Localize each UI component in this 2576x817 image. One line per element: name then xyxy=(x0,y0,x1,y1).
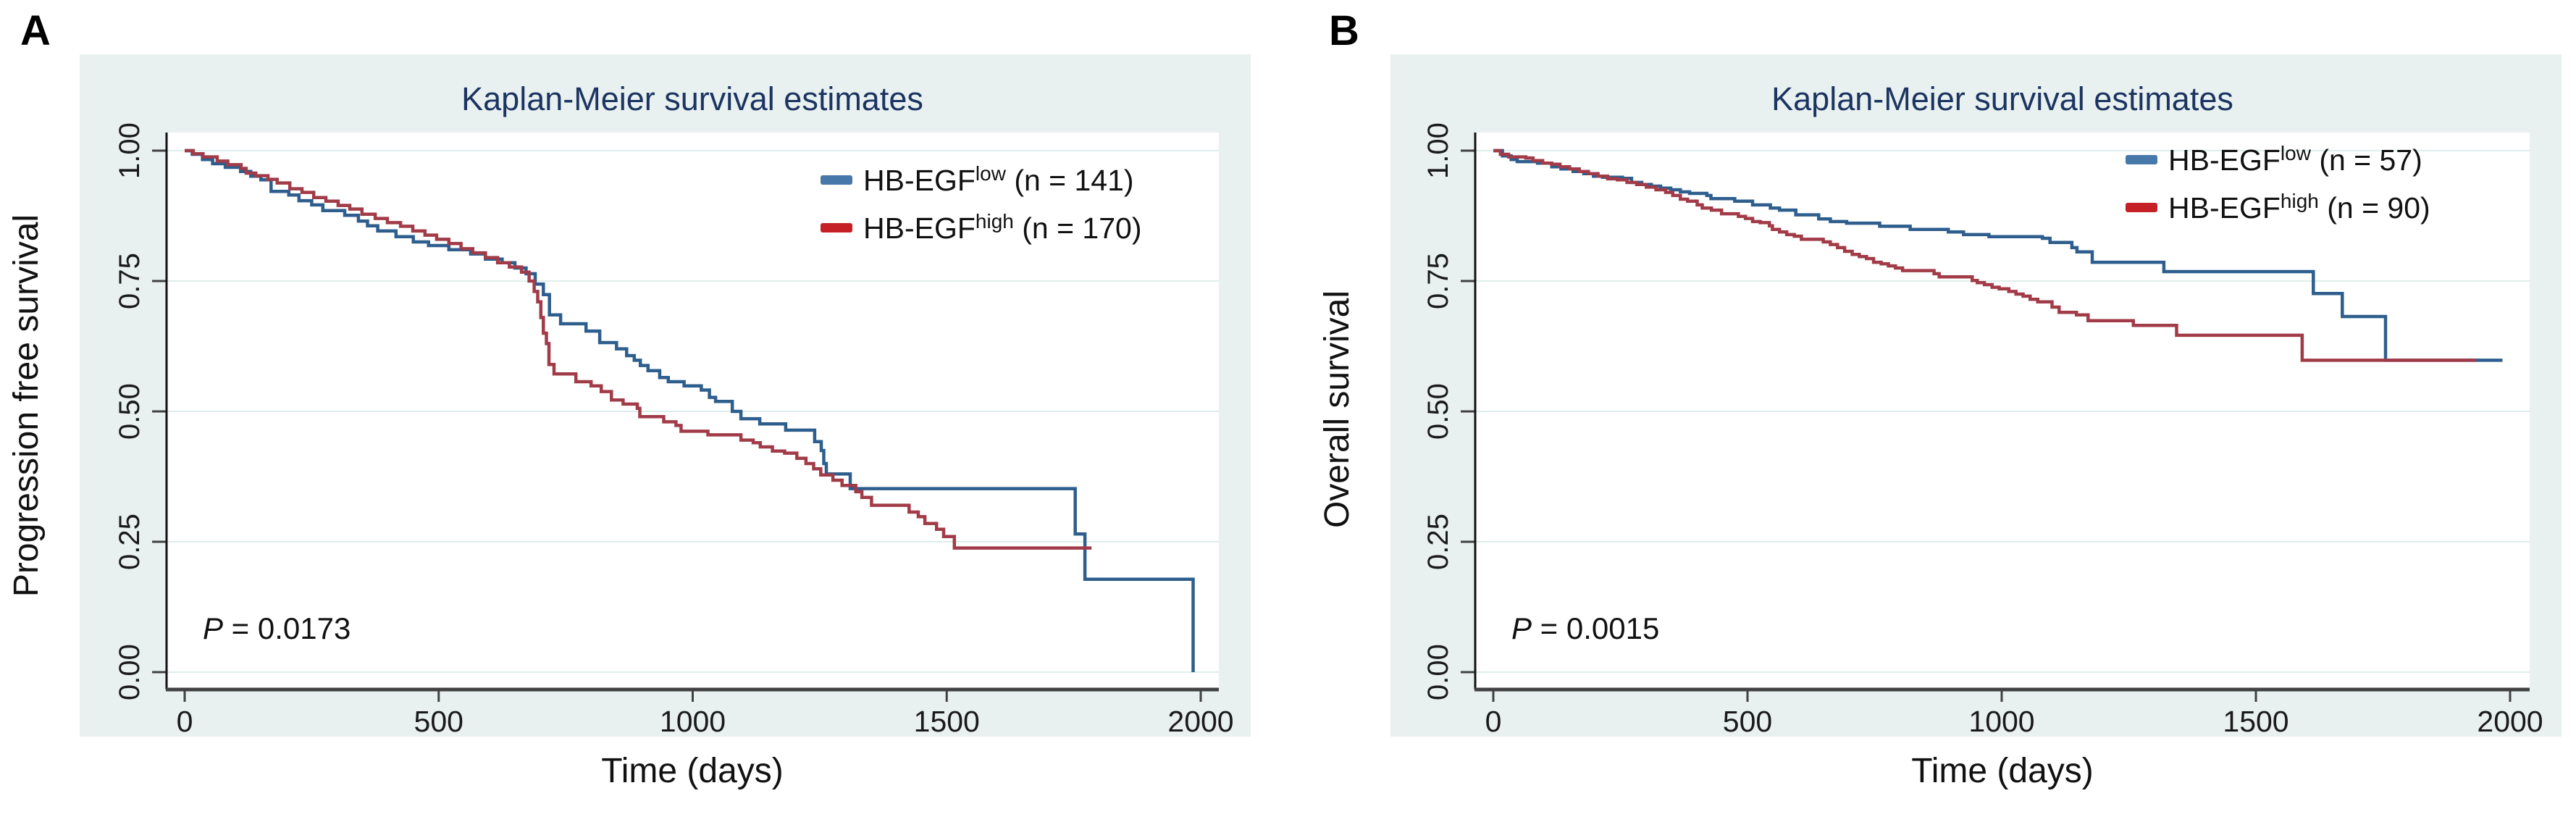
legend-count: (n = 90) xyxy=(2319,191,2430,225)
legend-label-high: HB-EGFhigh (n = 170) xyxy=(863,210,1141,245)
y-tick-label: 0.25 xyxy=(114,514,146,570)
x-tick-label: 500 xyxy=(414,705,463,738)
y-axis-title: Overall survival xyxy=(1318,290,1356,528)
x-tick-label: 500 xyxy=(1723,705,1772,738)
legend-sup: low xyxy=(2281,142,2312,164)
panel-a-chart: 0.00 0.25 0.50 0.75 1.00 0 500 1000 1500 2000 A K… xyxy=(7,7,1251,790)
x-tick-label: 2000 xyxy=(1167,705,1233,738)
p-symbol: P xyxy=(203,611,223,645)
y-tick-label: 0.00 xyxy=(114,644,146,700)
panel-b-chart: 0.00 0.25 0.50 0.75 1.00 0 500 1000 1500 2000 B K… xyxy=(1318,7,2562,790)
p-value: P = 0.0173 xyxy=(203,611,351,645)
y-tick-label: 0.75 xyxy=(1422,253,1454,309)
km-curve-hbegf-high xyxy=(185,148,1092,550)
legend-key-high xyxy=(821,223,852,232)
panel-a-letter: A xyxy=(20,7,51,54)
km-curve-hbegf-low xyxy=(185,148,1195,672)
legend-gene: HB-EGF xyxy=(2168,143,2281,177)
legend-gene: HB-EGF xyxy=(863,164,976,197)
chart-title: Kaplan-Meier survival estimates xyxy=(1771,80,2233,117)
legend-key-low xyxy=(821,175,852,185)
panel-b-letter: B xyxy=(1329,7,1359,54)
x-tick-label: 0 xyxy=(1485,705,1502,738)
x-tick-label: 1000 xyxy=(660,705,726,738)
x-tick-label: 1000 xyxy=(1968,705,2034,738)
legend-gene: HB-EGF xyxy=(863,211,976,245)
legend-sup: high xyxy=(976,210,1014,232)
legend-count: (n = 170) xyxy=(1014,211,1142,245)
y-tick-label: 0.50 xyxy=(1422,383,1454,440)
x-tick-label: 1500 xyxy=(914,705,980,738)
chart-title: Kaplan-Meier survival estimates xyxy=(461,80,923,117)
legend: HB-EGFlow (n = 57) HB-EGFhigh (n = 90) xyxy=(2126,142,2430,225)
y-axis-title: Progression free survival xyxy=(7,214,46,597)
y-tick-label: 1.00 xyxy=(114,122,146,179)
p-symbol: P xyxy=(1511,611,1532,645)
legend-label-low: HB-EGFlow (n = 57) xyxy=(2168,142,2422,177)
y-tick-label: 1.00 xyxy=(1422,122,1454,179)
p-text: = 0.0173 xyxy=(223,611,351,645)
x-tick-label: 0 xyxy=(177,705,193,738)
legend-key-low xyxy=(2126,155,2157,164)
legend-sup: low xyxy=(976,162,1007,185)
y-tick-label: 0.00 xyxy=(1422,644,1454,700)
km-curve-hbegf-low xyxy=(1493,148,2503,362)
legend-sup: high xyxy=(2281,190,2319,212)
x-tick-label: 2000 xyxy=(2477,705,2543,738)
km-curve-hbegf-high xyxy=(1493,148,2476,362)
legend-label-high: HB-EGFhigh (n = 90) xyxy=(2168,190,2430,225)
legend-count: (n = 141) xyxy=(1006,164,1134,197)
x-axis-title: Time (days) xyxy=(601,752,784,790)
x-tick-label: 1500 xyxy=(2223,705,2288,738)
y-tick-label: 0.50 xyxy=(114,383,146,440)
y-tick-label: 0.25 xyxy=(1422,514,1454,570)
legend: HB-EGFlow (n = 141) HB-EGFhigh (n = 170) xyxy=(821,162,1141,245)
legend-label-low: HB-EGFlow (n = 141) xyxy=(863,162,1134,197)
p-text: = 0.0015 xyxy=(1532,611,1659,645)
y-tick-label: 0.75 xyxy=(114,253,146,309)
x-axis-title: Time (days) xyxy=(1911,752,2094,790)
legend-gene: HB-EGF xyxy=(2168,191,2281,225)
p-value: P = 0.0015 xyxy=(1511,611,1659,645)
legend-key-high xyxy=(2126,203,2157,212)
legend-count: (n = 57) xyxy=(2311,143,2422,177)
